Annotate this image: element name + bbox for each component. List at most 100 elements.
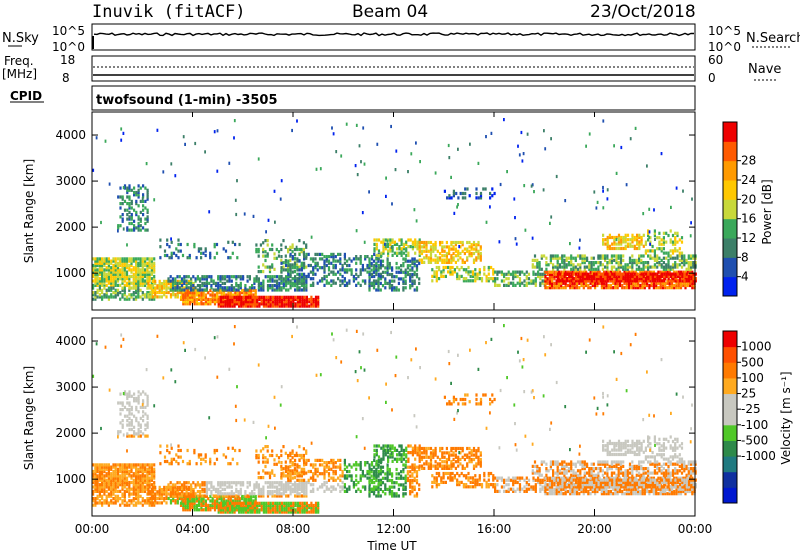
power-cell xyxy=(379,288,382,292)
velocity-cell xyxy=(98,472,101,476)
power-cell xyxy=(675,186,678,190)
power-cell xyxy=(624,240,627,244)
power-cell xyxy=(260,295,263,299)
power-cell xyxy=(489,205,491,209)
power-cell xyxy=(514,216,516,220)
power-cell xyxy=(125,270,129,274)
power-cell xyxy=(663,279,666,283)
power-cell xyxy=(101,279,104,283)
velocity-cell xyxy=(144,412,147,416)
power-cell xyxy=(296,257,299,261)
velocity-cell xyxy=(255,483,258,487)
power-cell xyxy=(247,293,250,297)
velocity-cell xyxy=(179,501,183,505)
power-cell xyxy=(427,256,430,260)
power-cell xyxy=(583,258,586,262)
power-cell xyxy=(381,284,385,288)
power-cell xyxy=(268,267,272,271)
date-title: 23/Oct/2018 xyxy=(590,2,696,22)
power-cell xyxy=(110,286,113,290)
power-cell xyxy=(101,274,104,279)
power-cell xyxy=(679,283,683,288)
power-cell xyxy=(617,256,620,260)
velocity-cell xyxy=(178,487,181,491)
power-cell xyxy=(244,300,247,304)
power-cell xyxy=(402,242,405,246)
velocity-cell xyxy=(180,485,184,489)
velocity-cell xyxy=(283,508,286,512)
power-cell xyxy=(556,272,559,276)
power-cell xyxy=(372,286,376,290)
velocity-cell xyxy=(121,487,124,491)
power-cell xyxy=(642,279,645,283)
velocity-cell xyxy=(269,501,272,505)
power-cell xyxy=(119,270,122,274)
power-cell xyxy=(598,272,601,276)
power-cell xyxy=(627,286,631,290)
velocity-cell xyxy=(123,465,126,469)
power-cell xyxy=(411,259,414,263)
power-cell xyxy=(694,254,697,258)
power-cell xyxy=(205,286,208,290)
power-cell xyxy=(664,286,667,290)
power-cell xyxy=(350,272,353,276)
power-cell xyxy=(352,277,355,281)
power-cell xyxy=(602,274,605,278)
power-cell xyxy=(154,282,157,286)
velocity-cell xyxy=(273,481,276,485)
velocity-cell xyxy=(198,499,201,503)
power-cell xyxy=(671,251,675,255)
power-cell xyxy=(694,277,697,281)
power-cell xyxy=(470,251,473,256)
power-cell xyxy=(377,266,380,270)
power-cell xyxy=(415,266,419,270)
power-cell xyxy=(276,300,279,304)
power-cell xyxy=(239,281,242,285)
power-cell xyxy=(147,284,150,288)
velocity-cell xyxy=(148,463,151,467)
power-cell xyxy=(199,286,202,290)
power-cell xyxy=(255,277,258,281)
power-cell xyxy=(213,300,217,304)
power-cell xyxy=(289,281,292,285)
power-cell xyxy=(555,286,558,290)
power-cell xyxy=(179,295,183,299)
velocity-cell xyxy=(167,488,170,492)
velocity-cell xyxy=(274,510,277,514)
power-cell xyxy=(191,297,194,301)
power-cell xyxy=(629,274,632,278)
velocity-cell xyxy=(252,499,255,503)
power-cell xyxy=(176,295,179,299)
power-cell xyxy=(352,279,355,283)
power-cell xyxy=(277,254,281,258)
power-cell xyxy=(656,258,659,262)
velocity-cell xyxy=(123,503,126,507)
power-cell xyxy=(184,291,187,295)
power-cell xyxy=(564,199,567,203)
power-cell xyxy=(564,281,567,285)
power-cell xyxy=(202,251,205,255)
power-cell xyxy=(418,245,421,249)
velocity-cell xyxy=(253,508,256,512)
power-cell xyxy=(402,277,405,281)
power-cell xyxy=(103,274,106,279)
power-cell xyxy=(271,304,275,308)
power-cell xyxy=(116,279,120,283)
velocity-cell xyxy=(213,499,217,503)
velocity-cell xyxy=(287,508,290,512)
power-cell xyxy=(278,284,281,288)
power-cell xyxy=(606,274,609,278)
power-cell xyxy=(537,270,540,274)
power-cell xyxy=(471,274,475,278)
power-cell xyxy=(678,251,681,255)
power-cell xyxy=(553,286,556,290)
velocity-cell xyxy=(141,472,144,476)
power-cell xyxy=(678,279,682,283)
power-cell xyxy=(620,272,623,276)
power-cell xyxy=(373,247,376,251)
power-cell xyxy=(478,270,481,274)
power-cell xyxy=(525,281,528,285)
velocity-cell xyxy=(149,496,152,501)
velocity-cell xyxy=(130,501,133,505)
velocity-cell xyxy=(137,485,140,489)
